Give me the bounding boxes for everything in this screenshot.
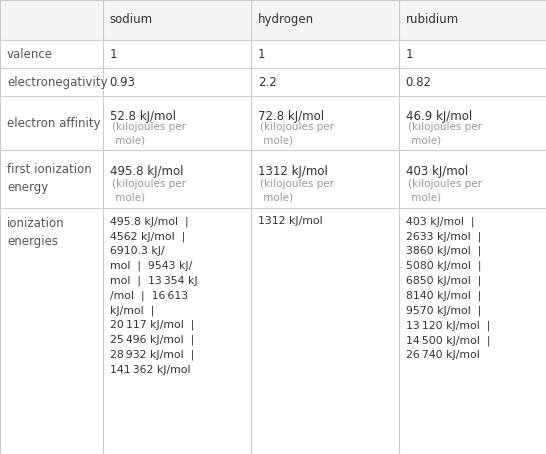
Text: 1312 kJ/mol: 1312 kJ/mol — [258, 216, 322, 226]
Text: sodium: sodium — [110, 14, 153, 26]
Text: 72.8 kJ/mol: 72.8 kJ/mol — [258, 109, 324, 123]
Text: valence: valence — [7, 48, 53, 60]
Text: (kilojoules per
 mole): (kilojoules per mole) — [408, 179, 483, 202]
Bar — [0, 68, 546, 96]
Text: 495.8 kJ/mol: 495.8 kJ/mol — [110, 165, 183, 178]
Text: 495.8 kJ/mol  |
4562 kJ/mol  |
6910.3 kJ/
mol  |  9543 kJ/
mol  |  13 354 kJ
/mo: 495.8 kJ/mol | 4562 kJ/mol | 6910.3 kJ/ … — [110, 216, 197, 375]
Text: 1312 kJ/mol: 1312 kJ/mol — [258, 165, 328, 178]
Text: 0.82: 0.82 — [406, 76, 432, 89]
Bar — [0, 96, 546, 150]
Text: (kilojoules per
 mole): (kilojoules per mole) — [408, 122, 483, 145]
Bar — [0, 150, 546, 208]
Text: 1: 1 — [258, 48, 265, 60]
Text: 2.2: 2.2 — [258, 76, 276, 89]
Text: hydrogen: hydrogen — [258, 14, 314, 26]
Text: rubidium: rubidium — [406, 14, 459, 26]
Bar — [0, 208, 546, 454]
Text: (kilojoules per
 mole): (kilojoules per mole) — [112, 122, 187, 145]
Text: 1: 1 — [406, 48, 413, 60]
Text: 52.8 kJ/mol: 52.8 kJ/mol — [110, 109, 176, 123]
Text: 1: 1 — [110, 48, 117, 60]
Text: 403 kJ/mol  |
2633 kJ/mol  |
3860 kJ/mol  |
5080 kJ/mol  |
6850 kJ/mol  |
8140 k: 403 kJ/mol | 2633 kJ/mol | 3860 kJ/mol |… — [406, 216, 490, 360]
Text: (kilojoules per
 mole): (kilojoules per mole) — [260, 122, 335, 145]
Text: 403 kJ/mol: 403 kJ/mol — [406, 165, 468, 178]
Text: 46.9 kJ/mol: 46.9 kJ/mol — [406, 109, 472, 123]
Text: (kilojoules per
 mole): (kilojoules per mole) — [260, 179, 335, 202]
Bar — [0, 40, 546, 68]
Text: 0.93: 0.93 — [110, 76, 136, 89]
Text: electron affinity: electron affinity — [7, 117, 100, 129]
Text: (kilojoules per
 mole): (kilojoules per mole) — [112, 179, 187, 202]
Text: first ionization
energy: first ionization energy — [7, 163, 92, 194]
Text: ionization
energies: ionization energies — [7, 217, 65, 248]
Bar — [0, 0, 546, 40]
Text: electronegativity: electronegativity — [7, 76, 108, 89]
